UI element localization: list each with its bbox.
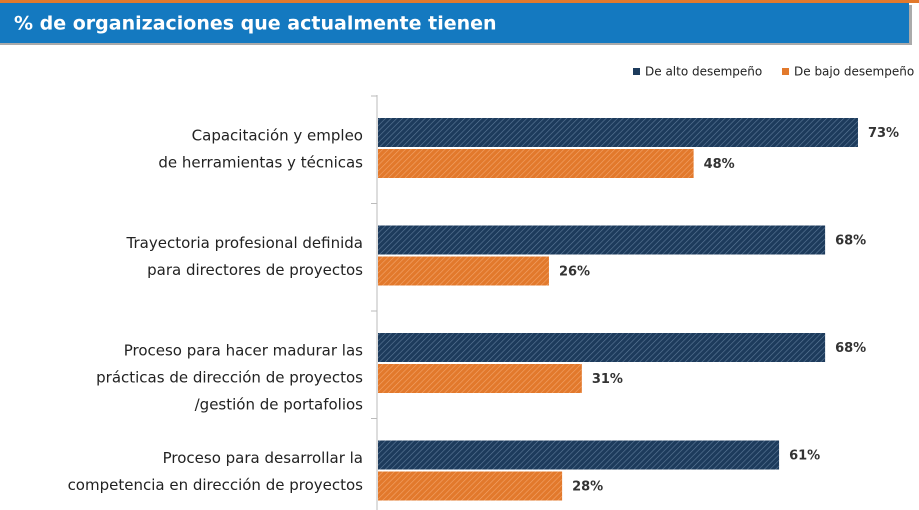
bar-hatch [378,118,858,147]
value-label: 73% [868,126,899,141]
bar-hatch [378,256,549,286]
category-label: competencia en dirección de proyectos [68,476,364,494]
value-label: 61% [789,449,820,464]
legend-swatch [633,68,640,75]
bar-hatch [378,225,826,255]
top-stripe [0,0,919,3]
legend-label: De bajo desempeño [794,65,914,79]
category-label: Capacitación y empleo [192,127,363,145]
bar-hatch [378,149,694,178]
category-label: prácticas de dirección de proyectos [96,369,363,387]
value-label: 68% [835,234,866,249]
bar-hatch [378,333,826,362]
category-label: Trayectoria profesional definida [126,234,363,252]
value-label: 28% [572,480,603,495]
category-label: Proceso para desarrollar la [163,449,363,467]
value-label: 26% [559,265,590,280]
value-label: 31% [592,372,623,387]
legend-swatch [782,68,789,75]
category-label: Proceso para hacer madurar las [124,342,363,360]
chart-title: % de organizaciones que actualmente tien… [14,13,497,35]
category-label: /gestión de portafolios [195,396,364,414]
legend-label: De alto desempeño [645,65,762,79]
bar-hatch [378,440,780,470]
value-label: 68% [835,341,866,356]
bar-hatch [378,471,563,501]
category-label: para directores de proyectos [147,261,363,279]
bar-hatch [378,364,582,393]
title-bar [0,3,909,43]
value-label: 48% [704,157,735,172]
category-label: de herramientas y técnicas [158,154,363,172]
